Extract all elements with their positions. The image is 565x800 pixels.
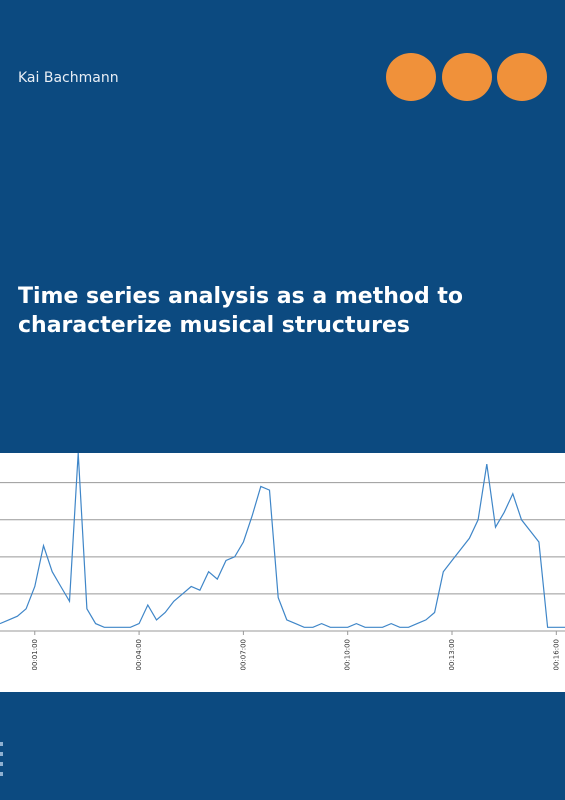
x-tick-label: 00:07:00 — [239, 639, 247, 670]
chart: 00:01:00 00:04:00 00:07:00 00:10:00 00:13:00… — [0, 452, 565, 670]
x-tick-label: 00:13:00 — [448, 639, 456, 670]
x-tick-label: 00:04:00 — [135, 639, 143, 670]
edge-mark — [0, 762, 3, 766]
orange-circle — [442, 53, 492, 101]
edge-mark — [0, 742, 3, 746]
orange-circle — [497, 53, 547, 101]
orange-circle — [386, 53, 436, 101]
x-tick-label: 00:16:00 — [552, 639, 560, 670]
edge-mark — [0, 752, 3, 756]
book-title: Time series analysis as a method to char… — [18, 284, 464, 338]
x-tick-label: 00:10:00 — [344, 639, 352, 670]
data-line — [0, 452, 565, 628]
x-tick-label: 00:01:00 — [31, 639, 39, 670]
author: Kai Bachmann — [18, 70, 119, 86]
chart-band: 00:01:00 00:04:00 00:07:00 00:10:00 00:13:00… — [0, 452, 565, 692]
edge-mark — [0, 772, 3, 776]
